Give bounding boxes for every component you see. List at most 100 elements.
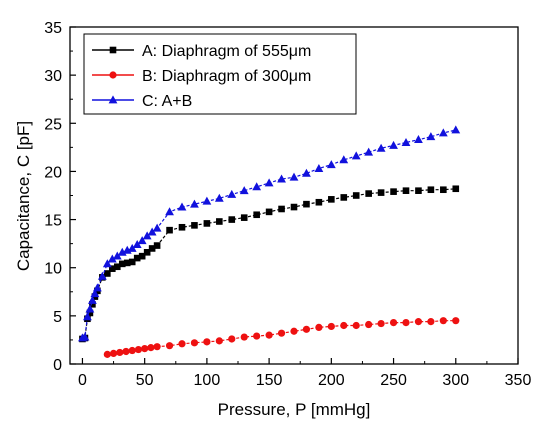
data-point [203,338,211,346]
data-point [302,325,311,333]
data-point [389,140,398,149]
data-point [451,125,461,134]
data-point [123,259,131,267]
data-point [401,137,411,146]
data-point [133,254,141,262]
legend-marker [108,95,118,104]
data-point [165,207,174,216]
y-tick-label: 15 [44,213,62,230]
y-tick-label: 30 [44,68,62,85]
data-point [277,174,286,183]
data-point [315,323,323,332]
data-point [137,236,147,245]
data-point [153,242,161,249]
data-point [148,245,156,252]
data-point [314,163,324,172]
x-axis: 0 50 100 150 200 250 300 350 [78,358,531,389]
data-point [252,182,262,191]
x-tick-label: 300 [442,372,469,389]
data-point [440,186,447,194]
data-point [128,346,136,355]
data-point [215,337,223,345]
data-point [134,345,143,354]
data-point [147,344,155,352]
data-point [377,189,385,196]
data-point [202,196,212,205]
x-tick-label: 0 [78,372,87,389]
data-point [303,200,310,208]
data-point [80,332,90,341]
data-point [104,270,111,277]
data-point [107,254,117,263]
x-tick-label: 250 [380,372,407,389]
data-point [109,265,116,272]
data-point [122,347,130,356]
data-point [228,335,236,343]
data-point [177,202,187,211]
data-point [414,318,423,326]
data-point [339,155,349,164]
data-point [178,223,186,231]
data-point [402,187,410,194]
data-point [253,332,261,340]
data-point [326,160,336,169]
series-circle [103,317,460,358]
data-point [264,178,274,187]
data-point [178,340,186,348]
data-point [153,343,161,351]
data-point [452,185,460,193]
data-point [92,283,102,292]
data-point [190,339,199,347]
data-point [427,318,435,326]
data-point [138,252,146,260]
legend-label: A: Diaphragm of 555μm [142,43,311,60]
series-triangle [78,125,461,342]
data-point [116,348,124,357]
x-axis-label: Pressure, P [mmHg] [218,400,371,419]
data-point [377,319,385,328]
data-point [289,172,299,181]
data-point [142,231,152,240]
data-point [352,321,360,330]
data-point [86,309,94,317]
y-tick-label: 5 [53,309,62,326]
data-point [390,188,397,195]
data-point [88,295,97,304]
data-point [216,218,223,225]
data-point [414,135,423,144]
data-point [415,187,422,194]
data-point [228,216,236,223]
data-point [109,349,118,358]
data-point [166,226,173,234]
data-point [265,331,273,339]
data-point [240,333,248,341]
data-point [165,342,174,350]
data-point [340,321,348,330]
data-point [152,223,162,232]
data-point [253,211,260,219]
data-point [127,243,137,252]
data-point [89,301,96,308]
data-point [227,189,237,198]
data-point [389,318,398,327]
data-point [340,194,348,201]
data-point [214,193,224,202]
data-point [290,203,298,211]
data-point [315,198,323,206]
data-point [141,344,149,353]
y-tick-label: 25 [44,116,62,133]
data-point [90,289,100,298]
data-point [240,214,248,221]
data-point [426,132,436,141]
x-tick-label: 150 [256,372,283,389]
y-tick-label: 20 [44,164,62,181]
data-point [103,350,111,358]
y-axis-label: Capacitance, C [pF] [14,121,33,271]
y-tick-label: 0 [53,357,62,374]
data-point [83,312,92,321]
data-point [118,260,126,268]
data-point [190,199,199,208]
data-point [147,227,157,236]
legend-label: C: A+B [142,93,192,110]
